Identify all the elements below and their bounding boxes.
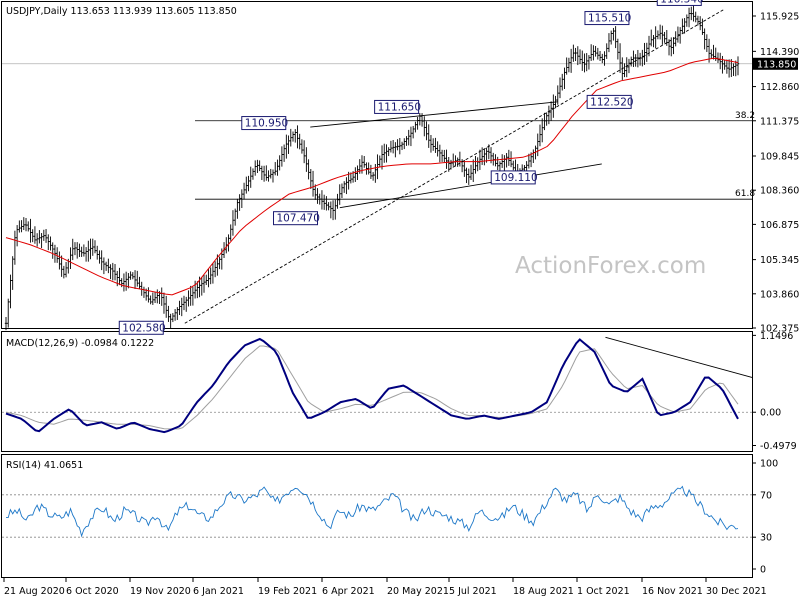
price-layer: 115.925 114.390 112.860 111.375 109.845 108.3… [2,0,799,335]
fib-level-label: 38.2 [735,111,755,121]
rsi-value: 41.0651 [44,460,83,471]
price-annotation-label: 116.340 [660,0,703,5]
rsi-y-tick-label: 100 [760,459,778,470]
rsi-y-tick-label: 0 [760,565,766,576]
timeframe: Daily [43,6,67,17]
x-tick-label: 5 Jul 2021 [449,586,497,597]
x-tick-label: 21 Aug 2020 [4,586,65,597]
x-tick-label: 19 Feb 2021 [258,586,317,597]
x-tick-label: 20 May 2021 [387,586,449,597]
open-value: 113.653 [71,6,110,17]
high-value: 113.939 [113,6,152,17]
price-y-tick-label: 103.860 [760,289,799,300]
x-tick-label: 30 Dec 2021 [706,586,767,597]
price-annotation-box [490,170,536,185]
price-annotation-box [374,99,420,114]
x-tick-label: 6 Oct 2020 [66,586,119,597]
x-tick-label: 6 Apr 2021 [322,586,375,597]
x-tick-label: 6 Jan 2021 [193,586,244,597]
rsi-indicator: RSI [6,460,21,471]
price-annotation-box [656,0,702,6]
low-value: 113.605 [155,6,194,17]
price-y-tick-label: 111.375 [760,116,799,127]
macd-indicator: MACD [6,338,34,349]
price-annotation-box [118,320,164,335]
watermark: ActionForex.com [515,253,706,279]
price-annotation-box [584,11,630,26]
price-annotation-label: 110.950 [245,118,288,130]
price-y-tick-label: 105.345 [760,255,799,266]
price-annotation-box [241,116,287,131]
price-annotation-label: 109.110 [494,172,537,184]
price-y-tick-label: 108.360 [760,186,799,197]
macd-pane [1,331,753,452]
price-annotation-label: 102.580 [122,322,165,334]
symbol: USDJPY [6,6,41,17]
price-annotation-label: 107.470 [277,213,320,225]
rsi-series-line [6,485,739,538]
rsi-y-tick-label: 70 [760,490,772,501]
rsi-params: 14 [25,460,37,471]
price-annotation-label: 112.520 [590,96,633,108]
price-y-tick-label: 114.390 [760,47,799,58]
rsi-title: RSI(14) 41.0651 [6,460,83,471]
price-y-tick-label: 112.860 [760,82,799,93]
macd-title: MACD(12,26,9) -0.0984 0.1222 [6,338,154,349]
macd-series-macd [5,337,739,434]
x-tick-label: 1 Oct 2021 [577,586,630,597]
price-y-tick-label: 115.925 [760,12,799,23]
price-y-tick-label: 102.375 [760,324,799,335]
macd-layer: 1.1496 0.00 -0.4979 [2,331,797,452]
price-annotation-box [273,211,319,226]
x-tick-label: 18 Aug 2021 [513,586,574,597]
macd-divergence-line [605,336,753,378]
x-tick-label: 16 Nov 2021 [642,586,703,597]
current-price-label: 113.850 [757,59,796,70]
current-price-tag [753,57,798,70]
macd-y-tick-label: 0.00 [760,408,781,419]
rsi-layer: 100 70 30 0 [2,459,778,576]
macd-y-tick-label: -0.4979 [760,441,797,452]
dashed-trendline [184,9,724,324]
macd-value1: -0.0984 [81,338,118,349]
price-annotation-label: 111.650 [378,101,421,113]
price-annotation-label: 115.510 [588,13,631,25]
channel-lower-line [339,163,602,209]
x-axis: 21 Aug 2020 6 Oct 2020 19 Nov 2020 6 Jan 20… [3,578,767,597]
chart-header: USDJPY,Daily 113.653 113.939 113.605 113… [6,6,237,17]
macd-y-tick-label: 1.1496 [760,331,793,342]
rsi-pane [1,454,753,578]
rsi-y-tick-label: 30 [760,533,772,544]
price-y-tick-label: 106.875 [760,220,799,231]
channel-upper-line [310,101,558,128]
price-annotation-box [586,94,632,109]
fib-level-label: 61.8 [735,189,755,199]
macd-params: 12,26,9 [38,338,74,349]
price-pane [1,1,753,329]
macd-value2: 0.1222 [121,338,154,349]
close-value: 113.850 [198,6,237,17]
price-y-tick-label: 109.845 [760,151,799,162]
moving-average-line [5,57,739,296]
x-tick-label: 19 Nov 2020 [130,586,191,597]
